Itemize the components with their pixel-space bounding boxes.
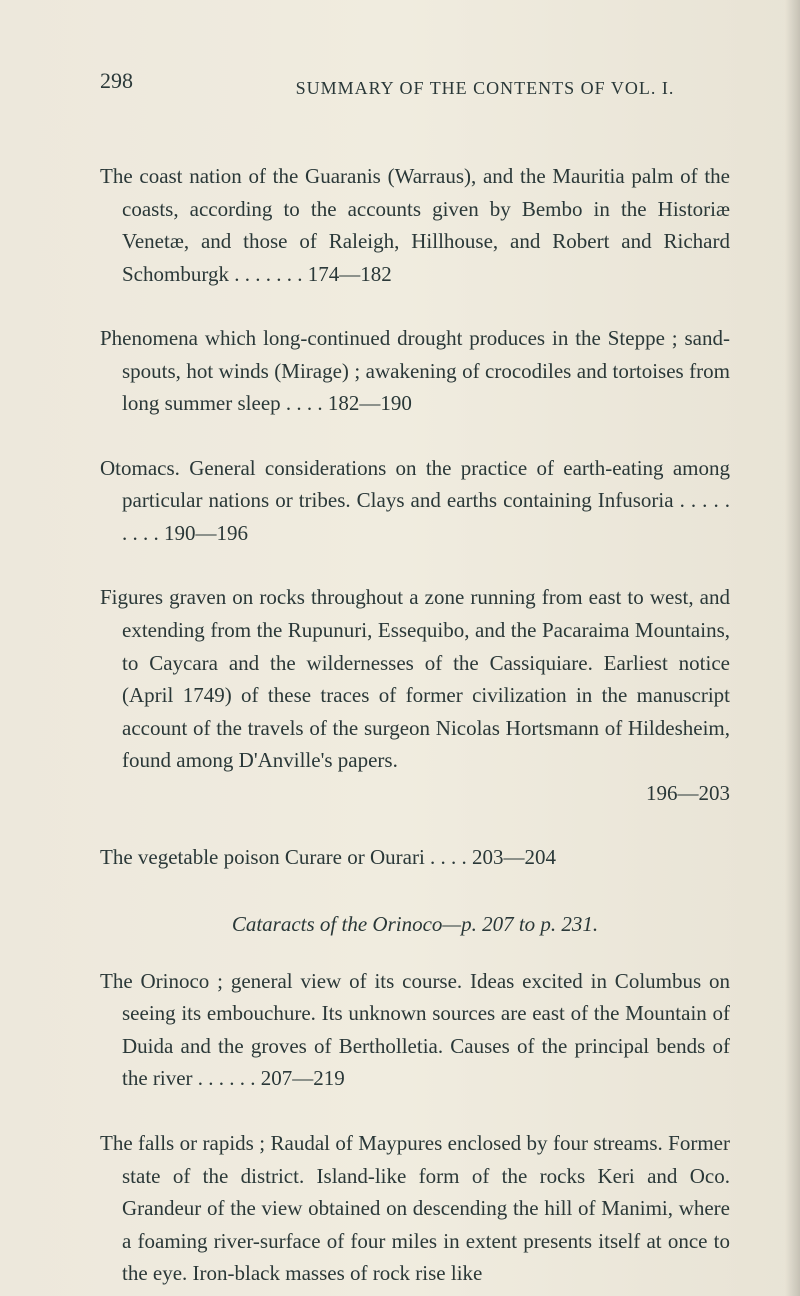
entry-text: The Orinoco ; general view of its course… [100, 969, 730, 1091]
entry-pages: . 190—196 [154, 521, 249, 545]
toc-entry: The vegetable poison Curare or Ourari . … [100, 841, 730, 874]
entry-pages: . 203—204 [462, 845, 557, 869]
entry-text: The vegetable poison Curare or Ourari . [100, 845, 435, 869]
entry-text: Otomacs. General considerations on the p… [100, 456, 730, 513]
toc-entry: The coast nation of the Guaranis (Warrau… [100, 160, 730, 290]
entry-text: Phenomena which long-continued drought p… [100, 326, 730, 415]
entry-dots: . . . . . [239, 262, 297, 286]
entry-dots: . . [435, 845, 461, 869]
entry-pages: . 182—190 [317, 391, 412, 415]
entry-text: Figures graven on rocks throughout a zon… [100, 585, 730, 772]
entry-pages: . 207—219 [250, 1066, 345, 1090]
entry-dots: . . . . [203, 1066, 250, 1090]
entry-text: The coast nation of the Guaranis (Warrau… [100, 164, 730, 286]
page-edge-shadow [785, 0, 800, 1296]
toc-entry: The Orinoco ; general view of its course… [100, 965, 730, 1095]
section-title: Cataracts of the Orinoco—p. 207 to p. 23… [100, 912, 730, 937]
page-header: SUMMARY OF THE CONTENTS OF VOL. I. [240, 78, 730, 99]
entry-pages: . 174—182 [297, 262, 392, 286]
content-area: The coast nation of the Guaranis (Warrau… [100, 160, 730, 1290]
entry-text: The falls or rapids ; Raudal of Maypures… [100, 1131, 730, 1285]
entry-pages: 196—203 [646, 781, 730, 805]
toc-entry: Figures graven on rocks throughout a zon… [100, 581, 730, 809]
toc-entry: Otomacs. General considerations on the p… [100, 452, 730, 550]
entry-dots: . . . [281, 391, 318, 415]
toc-entry: Phenomena which long-continued drought p… [100, 322, 730, 420]
page-number: 298 [100, 68, 133, 94]
toc-entry: The falls or rapids ; Raudal of Maypures… [100, 1127, 730, 1290]
